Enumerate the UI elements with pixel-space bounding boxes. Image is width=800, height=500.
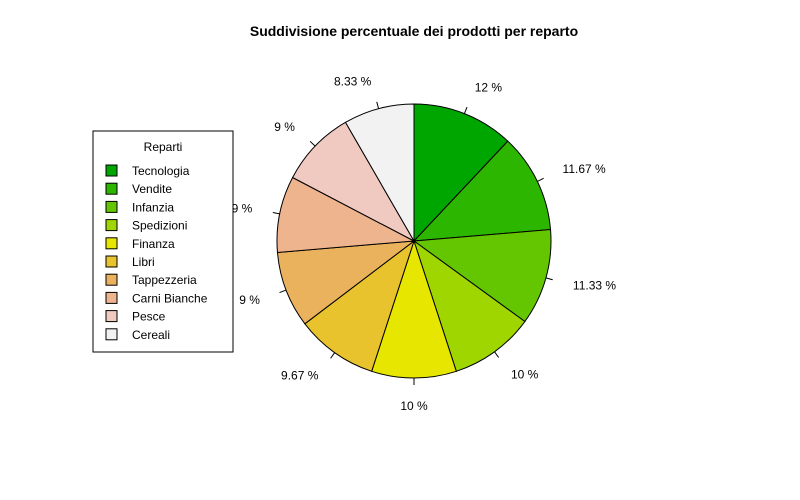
pie-label-tick [463, 106, 468, 114]
chart-title: Suddivisione percentuale dei prodotti pe… [250, 23, 578, 39]
legend-swatch [105, 219, 118, 232]
pie-slices [276, 103, 552, 379]
legend-label: Libri [132, 255, 155, 269]
pie-label-tick [279, 289, 287, 294]
pie-slice-label: 9.67 % [281, 368, 319, 382]
pie-slice-spedizioni [413, 239, 526, 372]
legend-label: Pesce [132, 310, 166, 324]
pie-label-tick [494, 351, 500, 358]
legend-label: Spedizioni [132, 219, 187, 233]
legend-title: Reparti [144, 140, 183, 154]
legend-swatch [105, 200, 118, 213]
pie-slice-label: 9 % [239, 293, 260, 307]
pie-label-tick [545, 277, 553, 281]
legend-swatch [105, 273, 118, 286]
pie-label-tick [309, 140, 316, 147]
pie-label-tick [330, 352, 336, 359]
legend-swatch [105, 164, 118, 177]
legend-label: Finanza [132, 237, 175, 251]
legend-swatch [105, 237, 118, 250]
pie-slice-label: 10 % [511, 367, 539, 381]
pie-slice-finanza [371, 239, 457, 379]
pie-slice-label: 9 % [232, 201, 253, 215]
pie-label-tick [272, 212, 280, 215]
legend-label: Tecnologia [132, 164, 190, 178]
pie-slice-cereali [344, 103, 415, 243]
pie-slice-libri [304, 239, 415, 372]
legend-label: Tappezzeria [132, 273, 197, 287]
pie-label-tick [376, 101, 380, 109]
pie-label-tick [537, 177, 544, 182]
pie-slice-label: 12 % [475, 81, 503, 95]
legend: Reparti Tecnologia Vendite Infanzia Spedizi… [92, 130, 234, 353]
pie-slice-label: 8.33 % [334, 75, 372, 89]
legend-swatch [105, 310, 118, 323]
pie-slice-label: 9 % [274, 120, 295, 134]
legend-label: Vendite [132, 182, 172, 196]
legend-swatch [105, 182, 118, 195]
legend-swatch [105, 291, 118, 304]
legend-swatch [105, 328, 118, 341]
pie-slice-label: 11.33 % [573, 278, 616, 292]
pie-slice-label: 10 % [400, 399, 428, 413]
legend-label: Infanzia [132, 200, 174, 214]
pie-slice-vendite [412, 140, 552, 242]
pie-slice-label: 11.67 % [563, 162, 606, 176]
legend-swatch [105, 255, 118, 268]
pie-slice-tecnologia [413, 103, 509, 243]
pie-labels: 12 % 11.67 % 11.33 % 10 % 10 % 9.67 % 9 % 9 % 9 … [232, 75, 617, 413]
legend-label: Cereali [132, 328, 170, 342]
legend-label: Carni Bianche [132, 291, 208, 305]
